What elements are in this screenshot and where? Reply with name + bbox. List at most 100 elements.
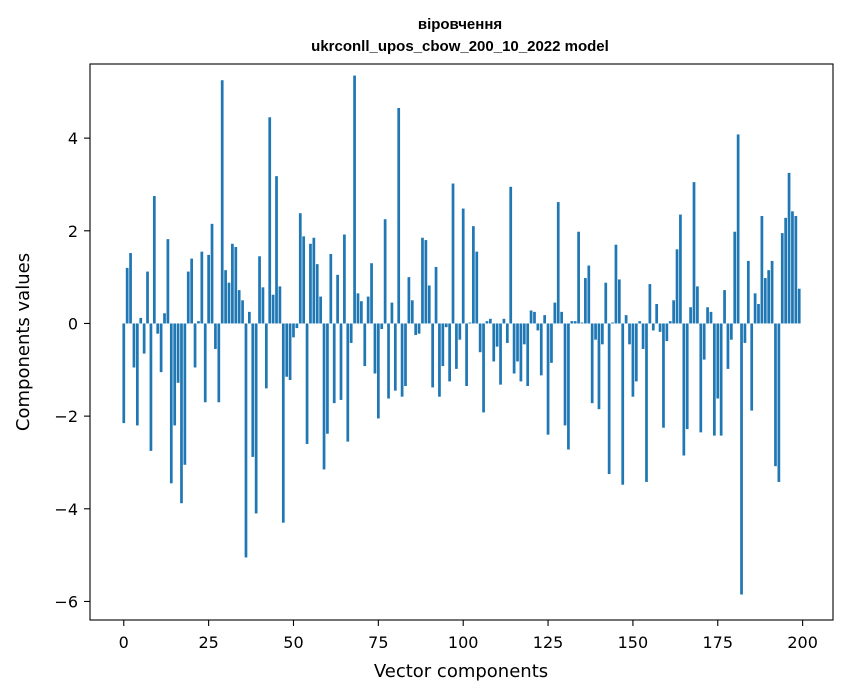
bar-189 (763, 278, 767, 324)
bar-161 (668, 321, 672, 324)
bar-154 (645, 323, 648, 482)
bar-174 (713, 323, 716, 436)
bar-17 (180, 323, 183, 504)
bar-116 (516, 323, 519, 362)
y-tick-label: −4 (54, 500, 78, 519)
bar-62 (332, 323, 336, 404)
bar-86 (414, 323, 418, 336)
bar-13 (166, 239, 170, 324)
bar-72 (366, 296, 370, 324)
bar-194 (780, 233, 784, 324)
bar-179 (729, 323, 733, 340)
bar-92 (434, 266, 438, 324)
bar-32 (231, 243, 234, 324)
y-tick-label: −6 (54, 592, 78, 611)
bar-57 (315, 264, 319, 324)
bar-15 (173, 323, 177, 426)
bar-33 (234, 247, 238, 324)
bar-170 (699, 323, 703, 433)
bar-134 (577, 231, 580, 324)
bar-51 (295, 323, 299, 329)
bar-190 (767, 270, 771, 324)
bar-181 (736, 134, 740, 324)
bar-164 (679, 214, 682, 324)
bar-20 (190, 258, 194, 324)
bar-138 (590, 323, 594, 404)
bar-6 (142, 323, 146, 354)
bar-107 (485, 321, 489, 324)
bar-196 (787, 172, 791, 324)
bar-18 (183, 323, 187, 465)
bar-44 (271, 294, 275, 324)
bar-123 (539, 323, 543, 376)
bar-48 (285, 323, 289, 377)
bar-81 (397, 108, 401, 324)
bar-78 (387, 323, 390, 399)
bar-155 (648, 284, 652, 324)
bar-14 (169, 323, 173, 484)
bar-160 (665, 323, 669, 342)
bar-34 (237, 290, 241, 324)
bar-47 (281, 323, 285, 523)
bar-199 (797, 288, 801, 324)
bar-89 (424, 240, 428, 324)
bar-148 (624, 315, 628, 324)
bar-99 (458, 323, 462, 340)
bar-108 (488, 318, 492, 324)
bar-56 (312, 237, 316, 324)
bar-176 (719, 323, 723, 436)
bar-137 (587, 265, 591, 324)
bar-43 (268, 117, 272, 324)
bar-110 (495, 323, 499, 347)
x-tick-label: 175 (702, 633, 733, 652)
bar-175 (716, 323, 720, 399)
plot-frame (89, 63, 834, 621)
bar-58 (319, 296, 322, 324)
bar-61 (329, 253, 333, 324)
bar-101 (465, 323, 468, 387)
bar-1 (125, 267, 129, 324)
x-tick-label: 0 (119, 633, 129, 652)
bar-26 (210, 223, 214, 324)
bar-157 (655, 304, 659, 324)
bar-136 (584, 278, 587, 324)
bar-4 (135, 323, 139, 426)
x-axis-label: Vector components (374, 661, 548, 682)
bar-60 (326, 323, 329, 434)
bar-83 (404, 323, 407, 387)
bar-126 (550, 323, 553, 363)
bar-75 (376, 323, 380, 419)
bar-69 (356, 293, 360, 324)
bar-185 (750, 323, 754, 411)
x-tick-label: 125 (533, 633, 564, 652)
bar-197 (791, 211, 794, 324)
bar-79 (390, 302, 394, 324)
bar-40 (258, 256, 261, 324)
bar-59 (322, 323, 326, 470)
bar-30 (224, 270, 227, 324)
y-tick-label: −2 (54, 407, 78, 426)
bar-182 (740, 323, 743, 595)
bar-82 (400, 323, 404, 397)
bar-76 (380, 323, 384, 330)
bar-198 (794, 215, 798, 324)
y-tick-label: 0 (68, 314, 78, 333)
chart-title: вірoвчення (418, 16, 502, 33)
bar-150 (631, 323, 635, 397)
bar-105 (478, 323, 482, 353)
bar-series (122, 75, 801, 595)
bar-169 (696, 286, 699, 324)
bar-111 (499, 323, 502, 385)
bar-120 (529, 310, 533, 324)
bar-106 (482, 323, 485, 413)
bar-12 (163, 313, 166, 324)
bar-24 (203, 323, 207, 403)
bar-65 (343, 234, 346, 324)
x-axis: 0 25 50 75 100 125 150 175 200 (119, 620, 818, 652)
bar-178 (726, 323, 730, 369)
bar-165 (682, 323, 686, 456)
bar-167 (689, 307, 692, 324)
bar-143 (607, 323, 611, 475)
bar-144 (611, 322, 614, 324)
bar-37 (248, 311, 251, 324)
